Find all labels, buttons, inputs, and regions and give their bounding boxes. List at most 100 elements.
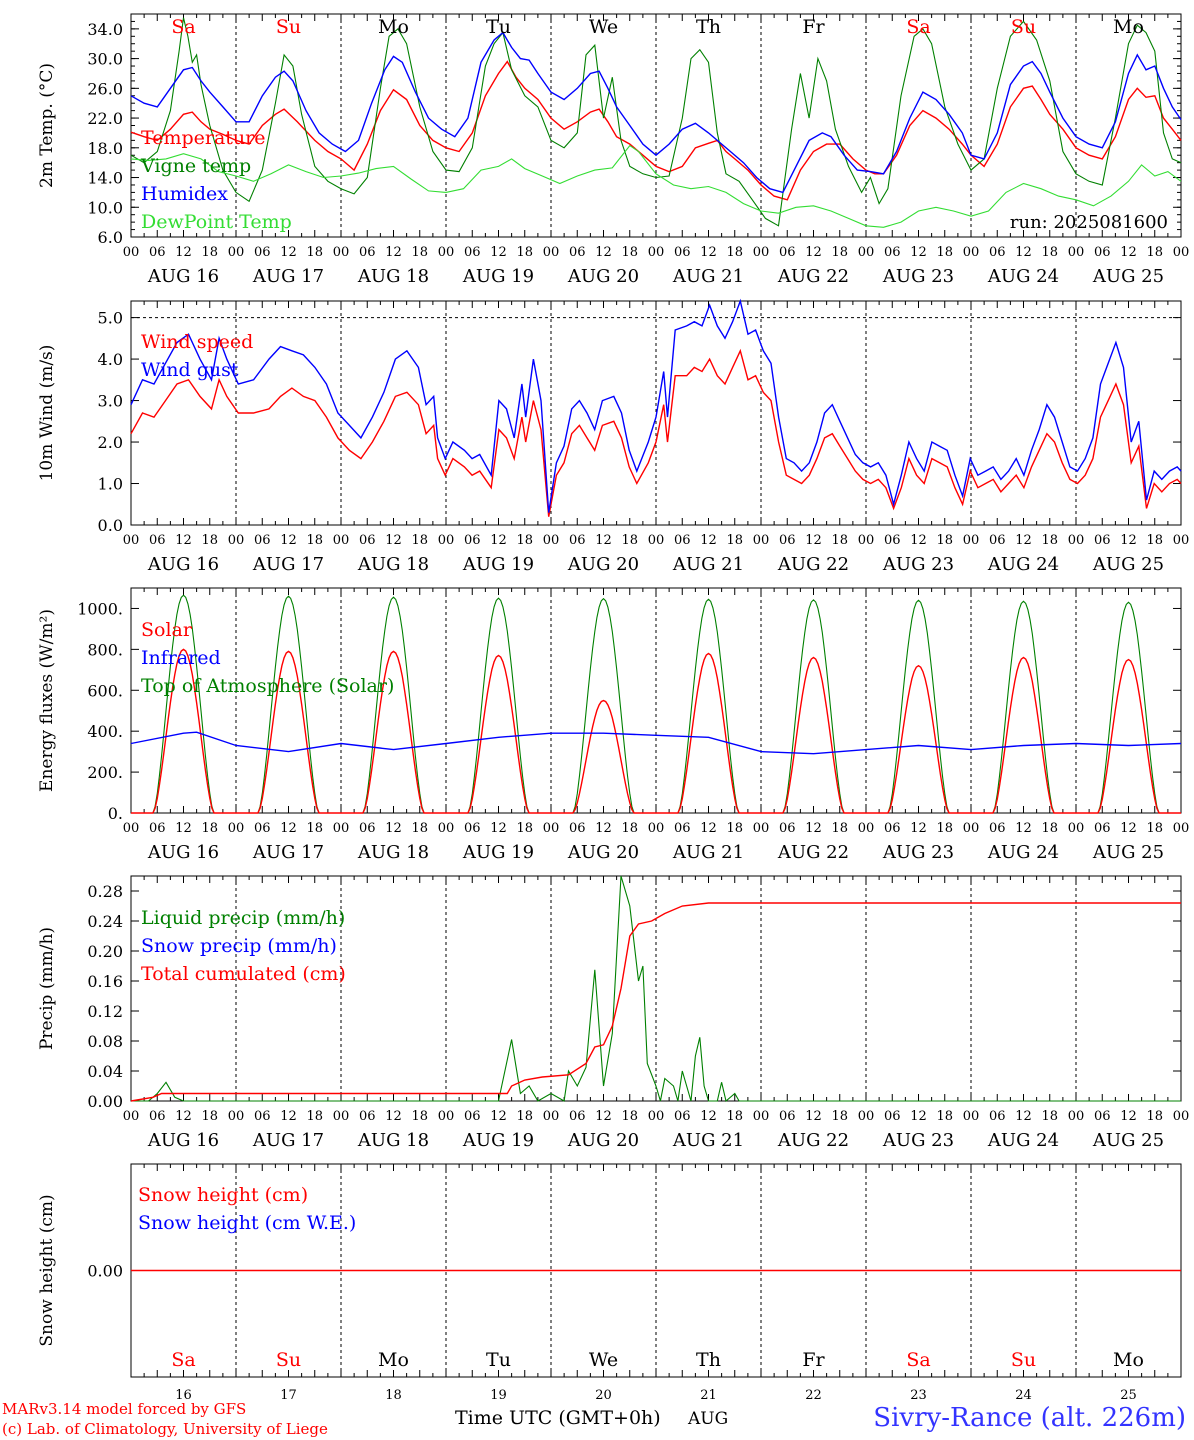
hour-tick-label: 18 (306, 533, 323, 548)
hour-tick-label: 06 (569, 1109, 586, 1124)
day-label: AUG 22 (777, 554, 849, 575)
hour-tick-label: 06 (359, 821, 376, 836)
hour-tick-label: 06 (254, 1109, 271, 1124)
hour-tick-label: 12 (700, 245, 717, 260)
hour-tick-label: 18 (201, 821, 218, 836)
hour-tick-label: 12 (1015, 245, 1032, 260)
day-label: AUG 18 (357, 554, 429, 575)
hour-tick-label: 18 (726, 1109, 743, 1124)
series-group (130, 875, 1181, 1103)
panel-frame (130, 587, 1182, 814)
hour-tick-label: 00 (648, 821, 665, 836)
hour-tick-label: 06 (149, 533, 166, 548)
series-line-liquid-precip-mm-h- (131, 875, 1181, 1103)
y-tick-label: 0.0 (98, 516, 123, 535)
hour-tick-label: 18 (831, 1109, 848, 1124)
hour-tick-label: 12 (595, 245, 612, 260)
day-label: AUG 22 (777, 266, 849, 287)
hour-tick-label: 06 (359, 1109, 376, 1124)
day-label: AUG 22 (777, 1130, 849, 1151)
y-tick-label: 30.0 (87, 50, 123, 69)
hour-tick-label: 18 (831, 533, 848, 548)
hour-tick-label: 00 (123, 533, 140, 548)
weekday-label-top: Sa (171, 16, 195, 38)
hour-tick-label: 06 (1094, 821, 1111, 836)
y-tick-label: 800. (87, 640, 123, 659)
hour-tick-label: 12 (385, 245, 402, 260)
day-label: AUG 18 (357, 842, 429, 863)
weekday-label-top: Su (276, 16, 301, 38)
series-line-vigne-temp (130, 17, 1182, 227)
day-label: AUG 19 (462, 554, 534, 575)
hour-tick-label: 06 (884, 245, 901, 260)
day-label: AUG 21 (672, 554, 744, 575)
hour-tick-label: 12 (805, 1109, 822, 1124)
hour-tick-label: 00 (648, 533, 665, 548)
legend-entry: Solar (141, 619, 193, 641)
panel-frame (130, 13, 1182, 238)
hour-tick-label: 12 (1015, 821, 1032, 836)
hour-tick-label: 00 (543, 821, 560, 836)
hour-tick-label: 00 (753, 821, 770, 836)
hour-tick-label: 18 (516, 245, 533, 260)
hour-tick-label: 18 (726, 821, 743, 836)
hour-tick-label: 06 (1094, 533, 1111, 548)
hour-tick-label: 06 (989, 245, 1006, 260)
y-tick-label: 0.00 (87, 1092, 123, 1111)
hour-tick-label: 00 (858, 1109, 875, 1124)
hour-tick-label: 18 (411, 821, 428, 836)
y-tick-label: 22.0 (87, 109, 123, 128)
credit-line-2: (c) Lab. of Climatology, University of L… (2, 1420, 328, 1438)
hour-tick-label: 12 (490, 1109, 507, 1124)
hour-tick-label: 06 (464, 245, 481, 260)
y-axis-label: 10m Wind (m/s) (37, 345, 57, 482)
hour-tick-label: 12 (175, 245, 192, 260)
hour-tick-label: 00 (438, 821, 455, 836)
weekday-label-bottom: Tu (486, 1349, 511, 1371)
series-line-wind-gust (130, 298, 1182, 513)
day-label: AUG 25 (1092, 842, 1164, 863)
hour-tick-label: 00 (858, 533, 875, 548)
hour-tick-label: 06 (779, 1109, 796, 1124)
hour-tick-label: 00 (1068, 821, 1085, 836)
series-group (130, 594, 1182, 814)
y-tick-label: 200. (87, 763, 123, 782)
hour-tick-label: 00 (963, 1109, 980, 1124)
hour-tick-label: 12 (910, 1109, 927, 1124)
hour-tick-label: 00 (1068, 533, 1085, 548)
hour-tick-label: 18 (1041, 821, 1058, 836)
day-label: AUG 19 (462, 266, 534, 287)
hour-tick-label: 06 (149, 1109, 166, 1124)
hour-tick-label: 00 (543, 533, 560, 548)
day-label: AUG 23 (882, 266, 954, 287)
y-tick-label: 0.24 (87, 912, 123, 931)
hour-tick-label: 00 (438, 245, 455, 260)
hour-tick-label: 18 (201, 533, 218, 548)
hour-tick-label: 18 (1146, 1109, 1163, 1124)
hour-tick-label: 00 (228, 821, 245, 836)
hour-tick-label: 12 (1120, 245, 1137, 260)
hour-tick-label: 12 (700, 821, 717, 836)
day-label: AUG 17 (252, 266, 324, 287)
day-label: AUG 16 (147, 266, 219, 287)
hour-tick-label: 12 (280, 533, 297, 548)
hour-tick-label: 18 (1146, 821, 1163, 836)
day-label: AUG 22 (777, 842, 849, 863)
hour-tick-label: 00 (1173, 1109, 1190, 1124)
y-tick-label: 10.0 (87, 198, 123, 217)
day-number-label: 18 (385, 1388, 402, 1403)
panel-2: 0.0 1.0 2.0 3.0 4.0 5.0 10m Wind (m/s) 00 06 12 18… (37, 298, 1190, 575)
day-number-label: 19 (490, 1388, 507, 1403)
hour-tick-label: 00 (1173, 533, 1190, 548)
hour-tick-label: 00 (858, 245, 875, 260)
hour-tick-label: 06 (254, 821, 271, 836)
hour-tick-label: 12 (490, 245, 507, 260)
hour-tick-label: 00 (648, 1109, 665, 1124)
hour-tick-label: 12 (1120, 1109, 1137, 1124)
day-label: AUG 23 (882, 842, 954, 863)
hour-tick-label: 00 (333, 245, 350, 260)
hour-tick-label: 06 (569, 821, 586, 836)
day-label: AUG 17 (252, 1130, 324, 1151)
legend-entry: Wind gust (141, 359, 239, 381)
